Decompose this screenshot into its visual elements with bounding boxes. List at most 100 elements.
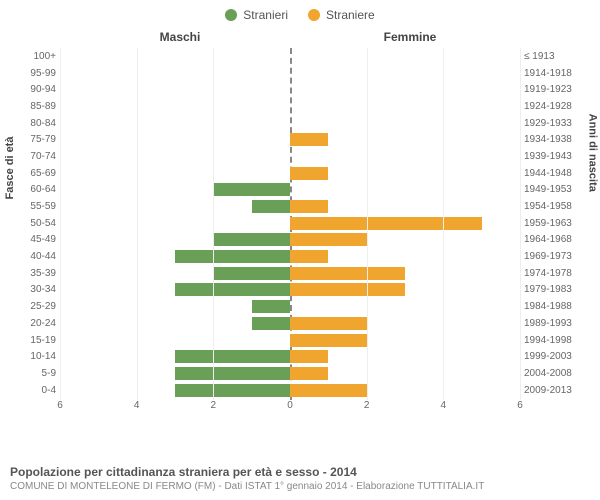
age-label: 65-69 [16,168,56,179]
x-tick: 6 [57,400,63,411]
legend-label-male: Stranieri [243,8,288,22]
bar-male [252,317,290,330]
bar-female [290,283,405,296]
chart-rows: 100+≤ 191395-991914-191890-941919-192385… [60,48,520,400]
bar-male [175,367,290,380]
col-header-left: Maschi [20,30,300,44]
year-label: 1964-1968 [524,234,584,245]
year-label: 1949-1953 [524,184,584,195]
footer-subtitle: COMUNE DI MONTELEONE DI FERMO (FM) - Dat… [10,481,590,492]
age-label: 5-9 [16,368,56,379]
x-axis: 6420246 [60,400,520,420]
bar-male [213,233,290,246]
chart-row: 55-591954-1958 [60,198,520,215]
age-label: 95-99 [16,68,56,79]
year-label: 1989-1993 [524,318,584,329]
x-tick: 0 [287,400,293,411]
year-label: 1959-1963 [524,218,584,229]
x-tick: 2 [211,400,217,411]
x-tick: 4 [134,400,140,411]
gridline [520,48,521,400]
bar-female [290,200,328,213]
year-label: 1944-1948 [524,168,584,179]
age-label: 20-24 [16,318,56,329]
bar-female [290,350,328,363]
bar-female [290,167,328,180]
column-headers: Maschi Femmine [20,30,580,44]
age-label: 15-19 [16,335,56,346]
chart-row: 100+≤ 1913 [60,48,520,65]
bar-female [290,233,367,246]
age-label: 75-79 [16,134,56,145]
bar-female [290,367,328,380]
age-label: 30-34 [16,284,56,295]
year-label: 1969-1973 [524,251,584,262]
year-label: 1994-1998 [524,335,584,346]
legend-female: Straniere [308,8,375,22]
gridline [213,48,214,400]
x-tick: 4 [441,400,447,411]
year-label: 1924-1928 [524,101,584,112]
age-label: 40-44 [16,251,56,262]
chart-row: 65-691944-1948 [60,165,520,182]
chart-row: 75-791934-1938 [60,131,520,148]
bar-female [290,133,328,146]
chart-row: 10-141999-2003 [60,348,520,365]
age-label: 70-74 [16,151,56,162]
chart-row: 45-491964-1968 [60,232,520,249]
footer-title: Popolazione per cittadinanza straniera p… [10,465,590,479]
age-label: 35-39 [16,268,56,279]
bar-female [290,267,405,280]
chart-row: 95-991914-1918 [60,65,520,82]
bar-female [290,384,367,397]
legend-label-female: Straniere [326,8,375,22]
chart-row: 40-441969-1973 [60,248,520,265]
year-label: 1974-1978 [524,268,584,279]
bar-male [175,283,290,296]
bar-female [290,217,482,230]
age-label: 100+ [16,51,56,62]
chart-row: 80-841929-1933 [60,115,520,132]
chart-row: 60-641949-1953 [60,182,520,199]
chart-row: 0-42009-2013 [60,382,520,399]
age-label: 90-94 [16,84,56,95]
chart-row: 85-891924-1928 [60,98,520,115]
gridline [443,48,444,400]
age-label: 50-54 [16,218,56,229]
year-label: 2004-2008 [524,368,584,379]
age-label: 10-14 [16,351,56,362]
chart-row: 30-341979-1983 [60,282,520,299]
age-label: 45-49 [16,234,56,245]
chart-legend: Stranieri Straniere [0,0,600,30]
bar-male [175,350,290,363]
y-axis-label-right: Anni di nascita [586,114,598,192]
year-label: 1919-1923 [524,84,584,95]
year-label: 1934-1938 [524,134,584,145]
chart-row: 20-241989-1993 [60,315,520,332]
legend-dot-male [225,9,237,21]
year-label: 1939-1943 [524,151,584,162]
chart-area: Maschi Femmine Fasce di età Anni di nasc… [20,30,580,420]
chart-footer: Popolazione per cittadinanza straniera p… [10,465,590,492]
chart-row: 90-941919-1923 [60,81,520,98]
bar-male [213,267,290,280]
year-label: 1999-2003 [524,351,584,362]
age-label: 0-4 [16,385,56,396]
bar-female [290,334,367,347]
age-label: 80-84 [16,118,56,129]
bar-male [175,384,290,397]
chart-row: 35-391974-1978 [60,265,520,282]
gridline [137,48,138,400]
chart-row: 25-291984-1988 [60,298,520,315]
bar-male [252,200,290,213]
year-label: 1914-1918 [524,68,584,79]
chart-row: 15-191994-1998 [60,332,520,349]
x-tick: 2 [364,400,370,411]
bar-female [290,250,328,263]
year-label: 1984-1988 [524,301,584,312]
year-label: 1979-1983 [524,284,584,295]
age-label: 85-89 [16,101,56,112]
bar-male [213,183,290,196]
chart-row: 50-541959-1963 [60,215,520,232]
chart-row: 5-92004-2008 [60,365,520,382]
